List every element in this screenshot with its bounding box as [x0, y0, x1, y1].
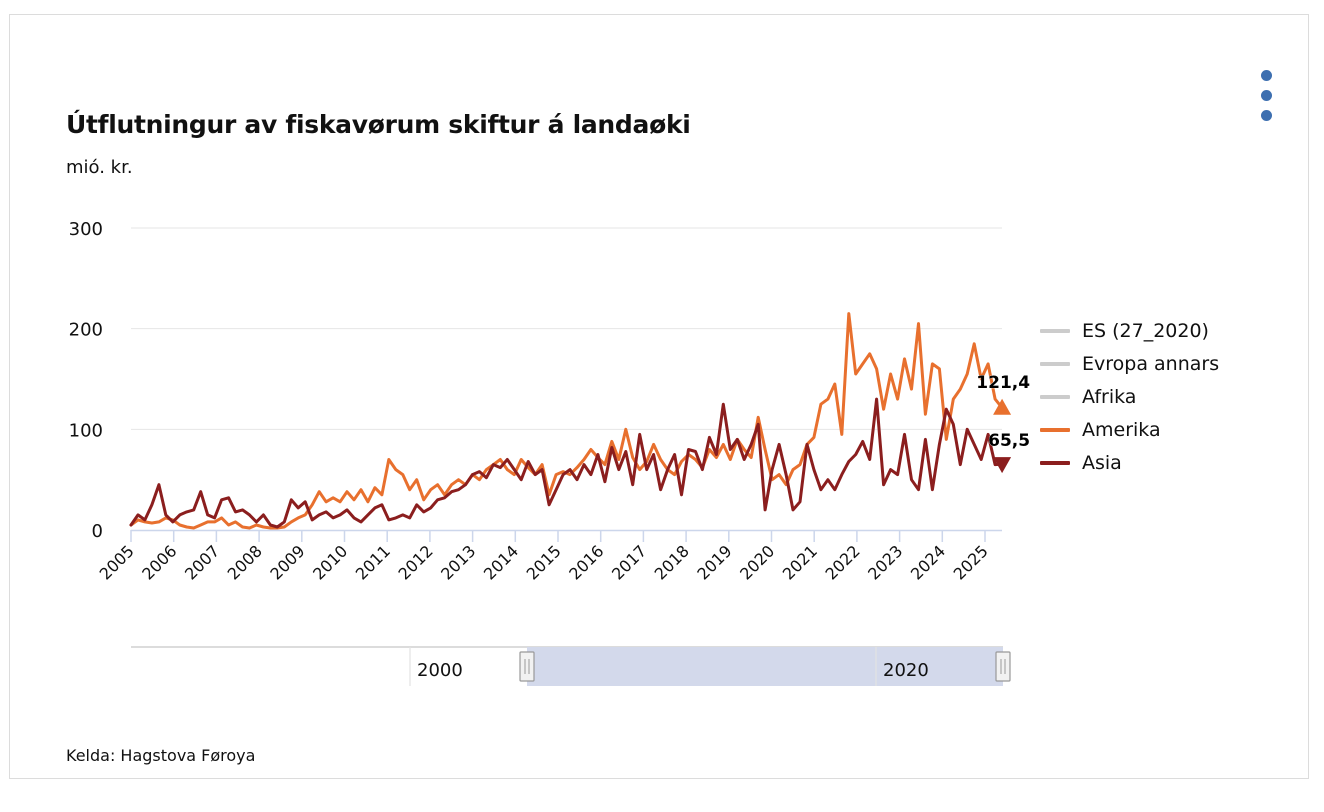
- legend-swatch: [1040, 427, 1070, 432]
- x-tick-label: 2021: [779, 541, 821, 583]
- legend-swatch: [1040, 460, 1070, 465]
- navigator-selected-range: [527, 647, 1003, 686]
- x-tick-label: 2022: [822, 541, 864, 583]
- y-tick-label: 200: [69, 320, 103, 341]
- end-marker-triangle-down: [993, 457, 1012, 474]
- legend-label: Asia: [1082, 451, 1122, 474]
- legend-item-es[interactable]: ES (27_2020): [1040, 314, 1219, 347]
- x-tick-label: 2006: [138, 541, 180, 583]
- legend-label: ES (27_2020): [1082, 319, 1209, 342]
- legend-item-amerika[interactable]: Amerika: [1040, 413, 1219, 446]
- plot-series: [129, 312, 1004, 530]
- x-tick-label: 2014: [480, 541, 522, 583]
- end-value-label: 65,5: [988, 431, 1030, 451]
- navigator-label: 2020: [883, 660, 929, 681]
- x-tick-label: 2017: [608, 541, 650, 583]
- series-line-asia: [129, 397, 1004, 529]
- navigator-handle-left[interactable]: [519, 651, 535, 682]
- range-navigator: 2000 2020: [131, 646, 1011, 686]
- y-tick-label: 0: [92, 521, 103, 542]
- x-tick-label: 2009: [266, 541, 308, 583]
- menu-dot: [1261, 110, 1272, 121]
- handle-body: [995, 651, 1011, 682]
- x-tick-label: 2024: [907, 541, 949, 583]
- x-tick-label: 2012: [395, 541, 437, 583]
- y-tick-label: 300: [69, 219, 103, 240]
- chart-subtitle: mió. kr.: [66, 157, 133, 178]
- x-tick-label: 2010: [309, 541, 351, 583]
- x-tick-label: 2023: [864, 541, 906, 583]
- handle-body: [519, 651, 535, 682]
- legend-item-afrika[interactable]: Afrika: [1040, 380, 1219, 413]
- x-tick-label: 2011: [352, 541, 394, 583]
- end-labels: 121,4 65,5: [976, 373, 1030, 474]
- gridlines: [131, 227, 1002, 430]
- y-tick-label: 100: [69, 420, 103, 441]
- x-tick-label: 2015: [523, 541, 565, 583]
- legend-item-asia[interactable]: Asia: [1040, 446, 1219, 479]
- x-tick-label: 2018: [651, 541, 693, 583]
- x-tick-label: 2020: [736, 541, 778, 583]
- x-tick-label: 2025: [950, 541, 992, 583]
- source-credit: Kelda: Hagstova Føroya: [66, 746, 256, 765]
- series-line-amerika: [129, 312, 1004, 530]
- x-axis: 2005 2006 2007 2008 2009 2010 2011 2012 2013 2014…: [96, 529, 1002, 584]
- x-tick-label: 2016: [565, 541, 607, 583]
- x-tick-label: 2019: [693, 541, 735, 583]
- menu-dot: [1261, 70, 1272, 81]
- x-tick-label: 2007: [181, 541, 223, 583]
- end-marker-triangle-up: [993, 398, 1012, 415]
- legend-label: Afrika: [1082, 385, 1137, 408]
- legend-swatch: [1040, 361, 1070, 366]
- legend-label: Amerika: [1082, 418, 1161, 441]
- legend-label: Evropa annars: [1082, 352, 1220, 375]
- legend-item-evropa-annars[interactable]: Evropa annars: [1040, 347, 1219, 380]
- x-tick-label: 2005: [96, 541, 138, 583]
- y-axis: 0 100 200 300: [69, 219, 103, 542]
- legend-swatch: [1040, 394, 1070, 399]
- legend: ES (27_2020) Evropa annars Afrika Amerik…: [1040, 314, 1219, 479]
- legend-swatch: [1040, 328, 1070, 333]
- x-tick-label: 2013: [437, 541, 479, 583]
- navigator-handle-right[interactable]: [995, 651, 1011, 682]
- kebab-menu-icon[interactable]: [1253, 66, 1279, 126]
- menu-dot: [1261, 90, 1272, 101]
- navigator-label: 2000: [417, 660, 463, 681]
- x-tick-label: 2008: [224, 541, 266, 583]
- end-value-label: 121,4: [976, 373, 1030, 393]
- chart-title: Útflutningur av fiskavørum skiftur á lan…: [66, 110, 691, 139]
